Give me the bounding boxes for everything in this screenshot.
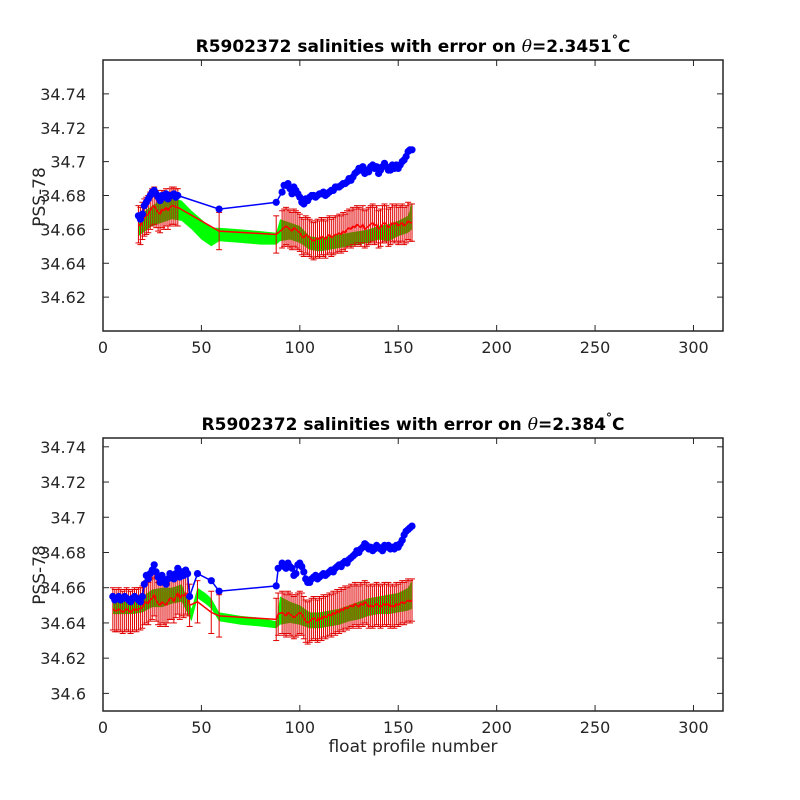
float-salinity-point [215,205,223,213]
y-tick-label: 34.74 [40,85,86,104]
x-axis-label: float profile number [328,737,497,757]
y-tick-label: 34.72 [40,473,86,492]
plot-area [134,146,416,261]
float-salinity-point [140,580,148,588]
y-tick-label: 34.66 [40,579,86,598]
float-salinity-point [193,570,202,578]
float-salinity-points [109,522,416,606]
float-salinity-point [184,570,192,578]
float-salinity-points [134,146,416,223]
x-tick-label: 200 [481,718,512,737]
float-salinity-point [272,582,280,590]
y-tick-label: 34.74 [40,438,86,457]
axes-box [102,437,724,712]
y-tick-label: 34.7 [50,508,86,527]
float-salinity-point [408,522,416,530]
float-salinity-point [150,561,158,569]
y-axis-label: PSS-78 [30,545,50,605]
x-tick-label: 100 [285,718,316,737]
x-tick-label: 250 [580,338,611,357]
float-salinity-point [292,570,300,578]
float-salinity-point [278,188,286,196]
y-tick-label: 34.72 [40,119,86,138]
y-tick-label: 34.64 [40,614,86,633]
y-tick-label: 34.64 [40,254,86,273]
y-tick-label: 34.62 [40,649,86,668]
y-axis-label: PSS-78 [30,167,50,227]
x-tick-label: 150 [383,718,414,737]
y-tick-label: 34.7 [50,153,86,172]
x-tick-label: 50 [191,718,211,737]
x-tick-label: 250 [580,718,611,737]
float-salinity-point [207,577,215,585]
y-axis: 34.62 34.64 34.66 34.68 34.7 34.72 34.74 [40,85,723,307]
float-salinity-point [186,592,194,601]
y-tick-label: 34.6 [50,684,86,703]
float-salinity-point [274,564,282,572]
chart-title: R5902372 salinities with error on θ=2.34… [196,33,631,57]
float-salinity-point [408,146,416,154]
x-tick-label: 100 [285,338,316,357]
chart-title: R5902372 salinities with error on θ=2.38… [202,411,625,435]
x-tick-label: 0 [98,718,108,737]
float-salinity-point [288,564,296,572]
x-tick-label: 150 [383,338,414,357]
float-salinity-point [300,568,308,576]
x-tick-label: 300 [678,338,709,357]
mapped-salinity-line [137,204,412,243]
x-tick-label: 50 [191,338,211,357]
plot-area [109,522,416,645]
float-salinity-point [138,592,146,601]
x-axis: 0 50 100 150 200 250 300 [98,60,709,357]
x-tick-label: 200 [481,338,512,357]
error-bar [409,203,416,242]
y-tick-label: 34.68 [40,543,86,562]
chart-panel-bottom: R5902372 salinities with error on θ=2.38… [30,411,724,757]
x-axis: 0 50 100 150 200 250 300 [98,438,709,737]
y-tick-label: 34.66 [40,220,86,239]
axes-box [102,59,724,332]
float-salinity-point [174,191,182,200]
float-salinity-point [215,587,223,595]
float-salinity-point [138,210,146,218]
y-tick-label: 34.68 [40,187,86,206]
chart-panel-top: R5902372 salinities with error on θ=2.34… [30,33,724,357]
mapped-salinity-line [112,591,413,624]
y-tick-label: 34.62 [40,288,86,307]
x-tick-label: 0 [98,338,108,357]
float-salinity-point [272,198,280,206]
y-axis: 34.6 34.62 34.64 34.66 34.68 34.7 34.72 34.74 [40,438,723,703]
x-tick-label: 300 [678,718,709,737]
